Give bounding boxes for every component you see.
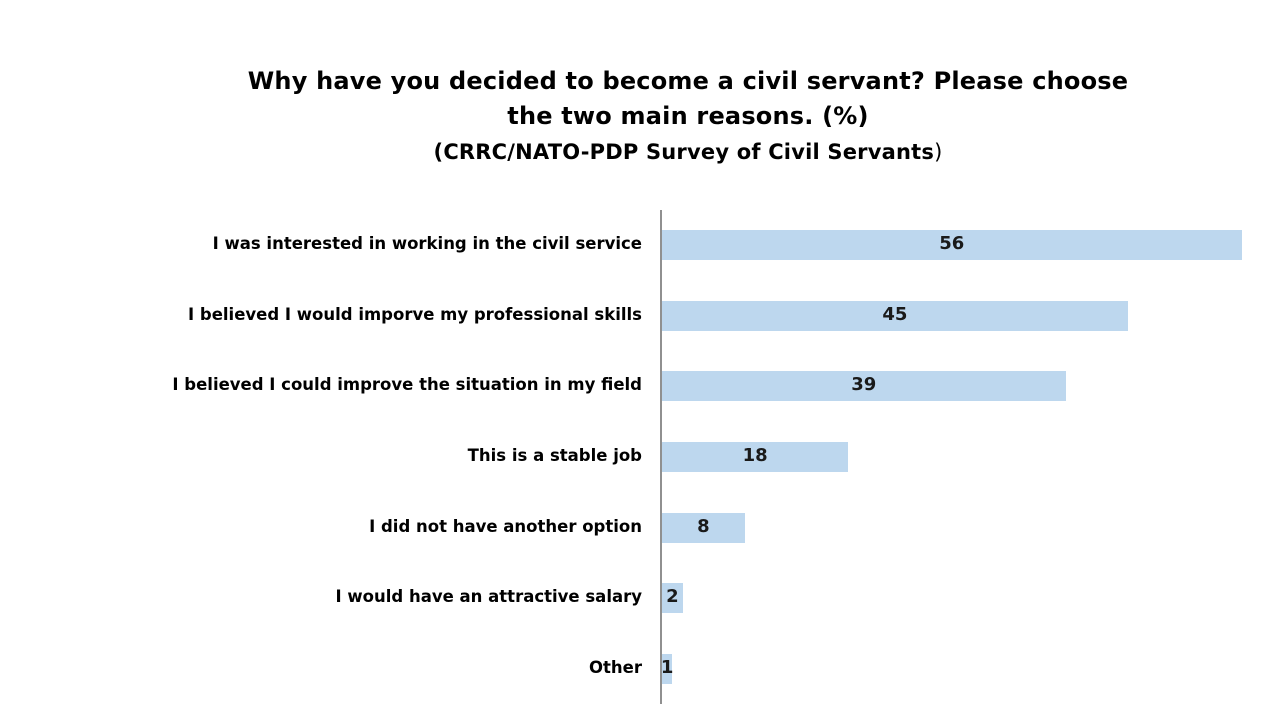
bar xyxy=(662,512,745,543)
category-axis-line xyxy=(660,210,662,704)
category-label: I did not have another option xyxy=(369,516,642,536)
chart-subtitle-closing-paren: ) xyxy=(934,140,943,164)
category-label: I believed I would imporve my profession… xyxy=(188,304,642,324)
bar-value-label: 1 xyxy=(660,656,674,678)
category-label: I would have an attractive salary xyxy=(335,587,642,607)
chart-subtitle-text: (CRRC/NATO-PDP Survey of Civil Servants xyxy=(433,140,935,164)
bar-value-label: 8 xyxy=(697,515,710,537)
bar xyxy=(662,230,1242,261)
chart-subtitle: (CRRC/NATO-PDP Survey of Civil Servants) xyxy=(96,134,1280,171)
chart-title-line1: Why have you decided to become a civil s… xyxy=(247,67,1129,95)
bar xyxy=(662,300,1128,331)
bar xyxy=(662,442,849,472)
bar xyxy=(662,653,673,684)
bar xyxy=(662,583,683,614)
category-label: I was interested in working in the civil… xyxy=(212,234,642,254)
bar-value-label: 39 xyxy=(851,374,877,396)
chart-title-block: Why have you decided to become a civil s… xyxy=(96,64,1280,171)
bar xyxy=(662,371,1066,402)
category-label: This is a stable job xyxy=(467,446,642,465)
bar-value-label: 45 xyxy=(882,303,908,325)
category-label: I believed I could improve the situation… xyxy=(172,375,642,395)
bar-value-label: 56 xyxy=(939,233,965,255)
bar-value-label: 18 xyxy=(742,445,768,466)
bar-value-label: 2 xyxy=(666,586,679,608)
category-label: Other xyxy=(589,657,642,677)
chart-title-line2: the two main reasons. (%) xyxy=(507,102,869,130)
